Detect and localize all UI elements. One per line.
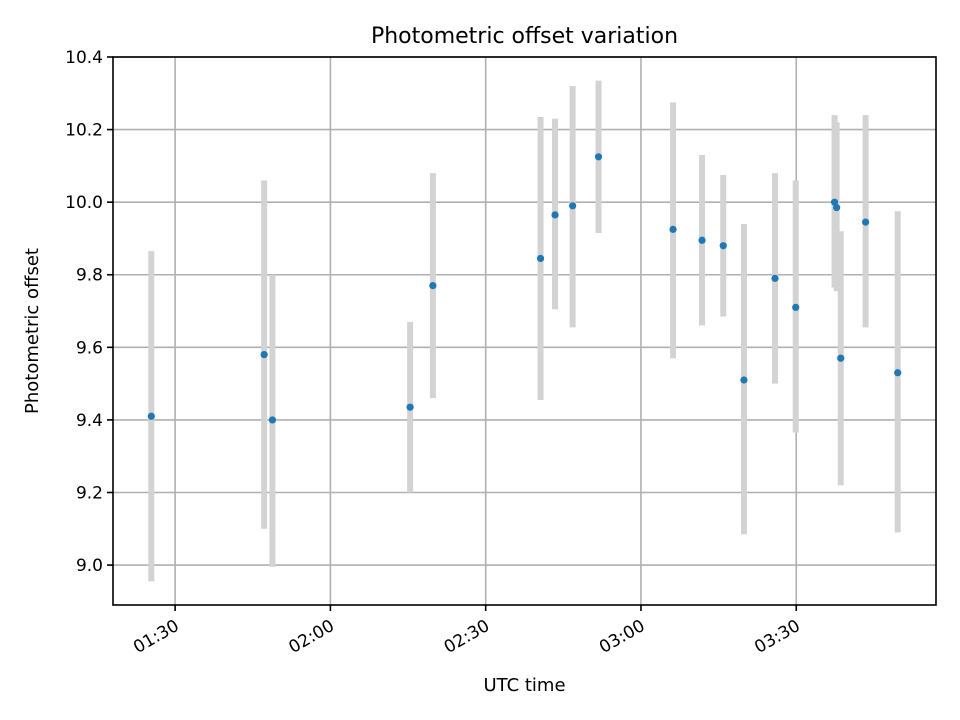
y-tick-label: 9.0 xyxy=(76,556,103,576)
data-point xyxy=(862,218,870,226)
data-point xyxy=(833,204,841,212)
grid xyxy=(113,56,936,605)
data-point xyxy=(719,242,727,250)
data-point xyxy=(536,254,545,263)
plot-frame xyxy=(112,56,937,606)
data-point xyxy=(406,403,414,411)
data-point xyxy=(698,236,706,244)
y-tick-label: 10.4 xyxy=(65,48,103,68)
data-point xyxy=(740,376,748,384)
chart-title: Photometric offset variation xyxy=(371,24,678,49)
x-tick-label: 02:00 xyxy=(285,616,337,658)
data-point xyxy=(837,354,845,362)
y-axis-ticks: 9.0 9.2 9.4 9.6 9.8 10.0 10.2 10.4 xyxy=(65,48,113,576)
y-tick-label: 9.2 xyxy=(76,483,103,503)
x-tick-label: 01:30 xyxy=(130,616,182,658)
data-point xyxy=(894,369,902,377)
y-tick-label: 10.0 xyxy=(65,193,103,213)
y-tick-label: 9.6 xyxy=(76,338,103,358)
x-tick-label: 02:30 xyxy=(441,616,493,658)
data-point xyxy=(669,225,677,233)
x-axis-label: UTC time xyxy=(483,675,565,696)
y-tick-label: 9.8 xyxy=(76,266,103,286)
data-points xyxy=(147,153,902,424)
data-point xyxy=(147,412,155,420)
data-point xyxy=(429,282,437,290)
x-axis-ticks: 01:30 02:00 02:30 03:00 03:30 xyxy=(130,605,804,658)
data-point xyxy=(594,153,603,161)
data-point xyxy=(268,416,277,424)
data-point xyxy=(792,303,800,312)
data-point xyxy=(771,274,779,282)
data-point xyxy=(260,350,268,359)
y-tick-label: 9.4 xyxy=(76,411,103,431)
error-bars xyxy=(148,80,901,582)
y-tick-label: 10.2 xyxy=(65,121,103,141)
data-point xyxy=(551,211,559,219)
y-axis-label: Photometric offset xyxy=(22,248,43,414)
x-tick-label: 03:30 xyxy=(751,616,803,658)
data-point xyxy=(569,202,577,210)
x-tick-label: 03:00 xyxy=(596,616,648,658)
data-point xyxy=(830,198,839,206)
